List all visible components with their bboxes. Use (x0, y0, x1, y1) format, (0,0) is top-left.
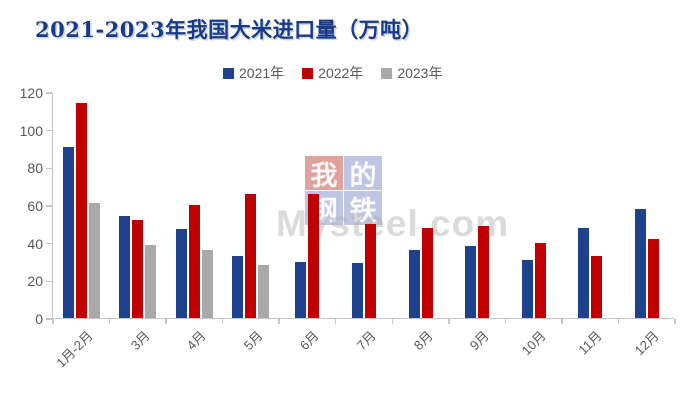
x-axis-tick-mark (165, 319, 167, 324)
bar-2021年-4月 (175, 229, 187, 318)
chart-title: 2021-2023年我国大米进口量（万吨） (35, 17, 424, 42)
bar-2021年-3月 (119, 216, 131, 318)
legend-swatch-icon (381, 67, 393, 79)
bar-2022年-1月-2月 (75, 103, 87, 318)
watermark-char: 铁 (344, 191, 382, 227)
bar-2023年-3月 (145, 244, 157, 318)
y-axis-tick-label: 60 (27, 198, 43, 214)
y-axis-tick-label: 20 (27, 273, 43, 290)
bar-group-11月 (562, 93, 619, 318)
y-axis-tick-mark (46, 205, 52, 207)
x-axis-tick-mark (52, 319, 54, 324)
x-axis-tick-mark (391, 319, 394, 324)
legend-label: 2021年 (239, 65, 285, 81)
bar-2021年-7月 (351, 263, 363, 318)
x-axis-tick-mark (674, 319, 676, 324)
x-axis-tick-mark (617, 319, 620, 324)
x-axis-tick-mark (504, 319, 507, 324)
bar-group-5月 (223, 93, 280, 318)
bar-2022年-3月 (132, 220, 144, 318)
y-axis-tick-label: 120 (19, 85, 43, 101)
bar-2023年-1月-2月 (88, 203, 100, 318)
bar-2021年-9月 (465, 246, 477, 318)
plot-area: 0 20 40 60 80 100 120 1月-2月 3月 4月 5月 6月 7月 8月 9月 10月 11月… (20, 85, 676, 370)
bar-group-4月 (166, 93, 223, 318)
y-axis-tick-mark (46, 167, 52, 170)
bar-group-9月 (449, 93, 506, 318)
y-axis-tick-mark (46, 92, 52, 94)
bar-2022年-4月 (188, 205, 200, 318)
bar-2021年-12月 (634, 208, 646, 318)
x-axis-tick-mark (334, 319, 337, 324)
bar-2021年-11月 (578, 227, 590, 318)
bar-group-10月 (505, 93, 562, 318)
bar-group-3月 (110, 93, 167, 318)
legend-label: 2022年 (318, 65, 364, 81)
y-axis-tick-mark (46, 318, 52, 320)
bar-2021年-6月 (295, 261, 307, 318)
bar-group-12月 (618, 93, 675, 318)
bar-group-7月 (336, 93, 393, 318)
bar-group-6月 (279, 93, 336, 318)
legend-item-2021年: 2021年 (223, 63, 284, 83)
y-axis-tick-mark (46, 242, 52, 245)
bar-2021年-8月 (408, 250, 420, 318)
y-axis-tick-mark (46, 280, 52, 283)
x-axis-tick-mark (108, 319, 111, 324)
y-axis-tick-label: 40 (27, 235, 43, 252)
bar-group-8月 (392, 93, 449, 318)
bar-group-1月-2月 (53, 93, 110, 318)
bar-2023年-5月 (258, 265, 270, 318)
x-axis-tick-mark (561, 319, 563, 324)
bar-2022年-11月 (591, 255, 603, 318)
legend-label: 2023年 (397, 65, 443, 81)
watermark-char: 的 (344, 156, 382, 192)
bar-2022年-8月 (421, 227, 433, 318)
y-axis-tick-label: 100 (19, 122, 43, 139)
x-axis-tick-mark (448, 319, 450, 324)
bar-2021年-10月 (521, 259, 533, 318)
bar-2022年-7月 (364, 223, 376, 318)
x-axis-tick-mark (221, 319, 224, 324)
watermark-char: 我 (305, 156, 343, 192)
bar-2023年-4月 (201, 250, 213, 318)
bar-2022年-5月 (245, 193, 257, 318)
bar-2022年-6月 (308, 193, 320, 318)
bar-2022年-12月 (647, 238, 659, 318)
legend-swatch-icon (223, 67, 234, 79)
x-axis-tick-mark (278, 319, 280, 324)
legend-item-2022年: 2022年 (302, 63, 363, 83)
y-axis-tick-label: 80 (27, 160, 43, 177)
y-axis-tick-label: 0 (35, 311, 43, 327)
legend-swatch-icon (302, 67, 314, 79)
bar-2022年-9月 (478, 225, 490, 318)
bar-2021年-1月-2月 (62, 146, 74, 318)
bar-2021年-5月 (232, 255, 244, 318)
legend-item-2023年: 2023年 (381, 63, 442, 83)
legend: 2021年 2022年 2023年 (223, 63, 442, 83)
y-axis-tick-mark (46, 129, 52, 132)
bar-2022年-10月 (534, 242, 546, 318)
